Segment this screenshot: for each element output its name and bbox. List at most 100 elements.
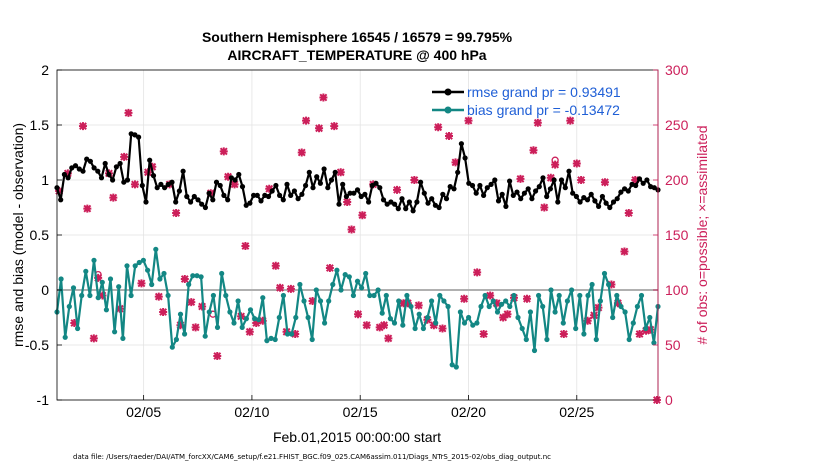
bias-point xyxy=(227,309,233,315)
y-left-tick-label: 0.5 xyxy=(30,227,50,243)
obs-assimilated-marker xyxy=(624,209,633,217)
rmse-point xyxy=(273,182,279,189)
bias-point xyxy=(223,292,229,299)
rmse-point xyxy=(95,168,101,174)
bias-point xyxy=(647,314,653,321)
obs-assimilated-marker xyxy=(213,352,222,360)
rmse-point xyxy=(217,182,223,189)
rmse-point xyxy=(525,186,531,192)
rmse-point xyxy=(239,184,246,190)
rmse-point xyxy=(536,184,542,190)
obs-assimilated-marker xyxy=(124,108,133,117)
bias-point xyxy=(276,314,282,321)
bias-point xyxy=(527,309,534,315)
bias-point xyxy=(643,325,649,332)
bias-point xyxy=(466,314,472,321)
rmse-point xyxy=(458,141,464,147)
legend-rmse-marker xyxy=(444,88,452,96)
rmse-point xyxy=(199,201,205,207)
rmse-point xyxy=(110,177,116,183)
bias-point xyxy=(494,309,501,315)
y-axis-right: 300 250 200 150 100 50 0 xyxy=(653,62,689,408)
rmse-point xyxy=(510,192,516,198)
bias-point xyxy=(536,292,542,299)
rmse-point xyxy=(306,169,312,175)
bias-point xyxy=(161,270,167,277)
bias-point xyxy=(91,257,97,263)
obs-assimilated-marker xyxy=(646,325,655,334)
rmse-point xyxy=(269,188,275,194)
bias-point xyxy=(149,281,155,288)
obs-assimilated-marker xyxy=(473,268,482,277)
rmse-point xyxy=(102,160,108,167)
bias-point xyxy=(429,298,435,304)
obs-assimilated-marker xyxy=(343,198,352,206)
rmse-point xyxy=(521,190,528,196)
obs-assimilated-marker xyxy=(224,172,233,181)
legend: rmse grand pr = 0.93491 bias grand pr = … xyxy=(432,84,621,118)
x-tick-label: 02/10 xyxy=(234,404,269,420)
bias-point xyxy=(297,281,303,288)
bias-point xyxy=(564,298,571,304)
rmse-point xyxy=(492,177,498,183)
rmse-point xyxy=(555,199,561,205)
bias-point xyxy=(169,344,175,350)
bias-point xyxy=(610,314,616,321)
obs-assimilated-marker xyxy=(594,303,603,312)
rmse-point xyxy=(325,185,331,191)
y-left-tick-label: 1 xyxy=(41,172,49,188)
rmse-point xyxy=(117,160,123,167)
data-file-footer: data file: /Users/raeder/DAI/ATM_forcXX/… xyxy=(73,453,551,461)
bias-point xyxy=(219,270,225,277)
bias-point xyxy=(153,246,159,252)
rmse-point xyxy=(399,196,405,202)
rmse-point xyxy=(251,192,257,198)
obs-assimilated-marker xyxy=(89,334,98,343)
legend-bias-marker xyxy=(444,106,452,114)
rmse-point xyxy=(343,193,349,200)
rmse-point xyxy=(150,173,157,179)
rmse-point xyxy=(447,184,453,190)
bias-point xyxy=(313,287,319,293)
rmse-point xyxy=(436,204,442,211)
x-tick-label: 02/20 xyxy=(451,404,486,420)
bias-point xyxy=(301,298,307,304)
rmse-point xyxy=(184,193,190,200)
obs-assimilated-marker xyxy=(403,299,412,308)
rmse-point xyxy=(410,208,416,214)
bias-point xyxy=(210,292,216,299)
rmse-point xyxy=(544,193,550,200)
obs-assimilated-marker xyxy=(130,180,139,189)
rmse-point xyxy=(636,176,643,182)
obs-assimilated-marker xyxy=(362,321,371,330)
rmse-point xyxy=(455,169,461,175)
obs-assimilated-marker xyxy=(522,294,531,303)
rmse-point xyxy=(154,185,160,191)
y-left-tick-label: -0.5 xyxy=(25,337,49,353)
bias-point xyxy=(112,329,118,335)
rmse-point xyxy=(488,181,494,187)
obs-assimilated-marker xyxy=(583,316,592,325)
bias-point xyxy=(375,287,381,293)
bias-point xyxy=(107,276,114,282)
rmse-point xyxy=(373,180,379,186)
bias-point xyxy=(280,292,286,299)
obs-assimilated-marker xyxy=(271,261,280,270)
y-right-tick-label: 250 xyxy=(665,117,689,133)
rmse-point xyxy=(106,171,112,178)
obs-assimilated-marker xyxy=(354,310,363,319)
obs-assimilated-marker xyxy=(137,279,146,288)
rmse-point xyxy=(136,134,142,140)
bias-point xyxy=(350,292,356,299)
obs-assimilated-marker xyxy=(460,294,469,303)
obs-assimilated-marker xyxy=(276,283,285,292)
bias-point xyxy=(177,311,184,317)
bias-point xyxy=(416,311,422,317)
bias-point xyxy=(404,292,410,299)
bias-point xyxy=(457,309,463,315)
bias-point xyxy=(317,298,324,304)
obs-assimilated-marker xyxy=(120,152,129,161)
rmse-point xyxy=(429,196,435,202)
obs-assimilated-marker xyxy=(63,169,72,178)
bias-point xyxy=(622,309,628,315)
